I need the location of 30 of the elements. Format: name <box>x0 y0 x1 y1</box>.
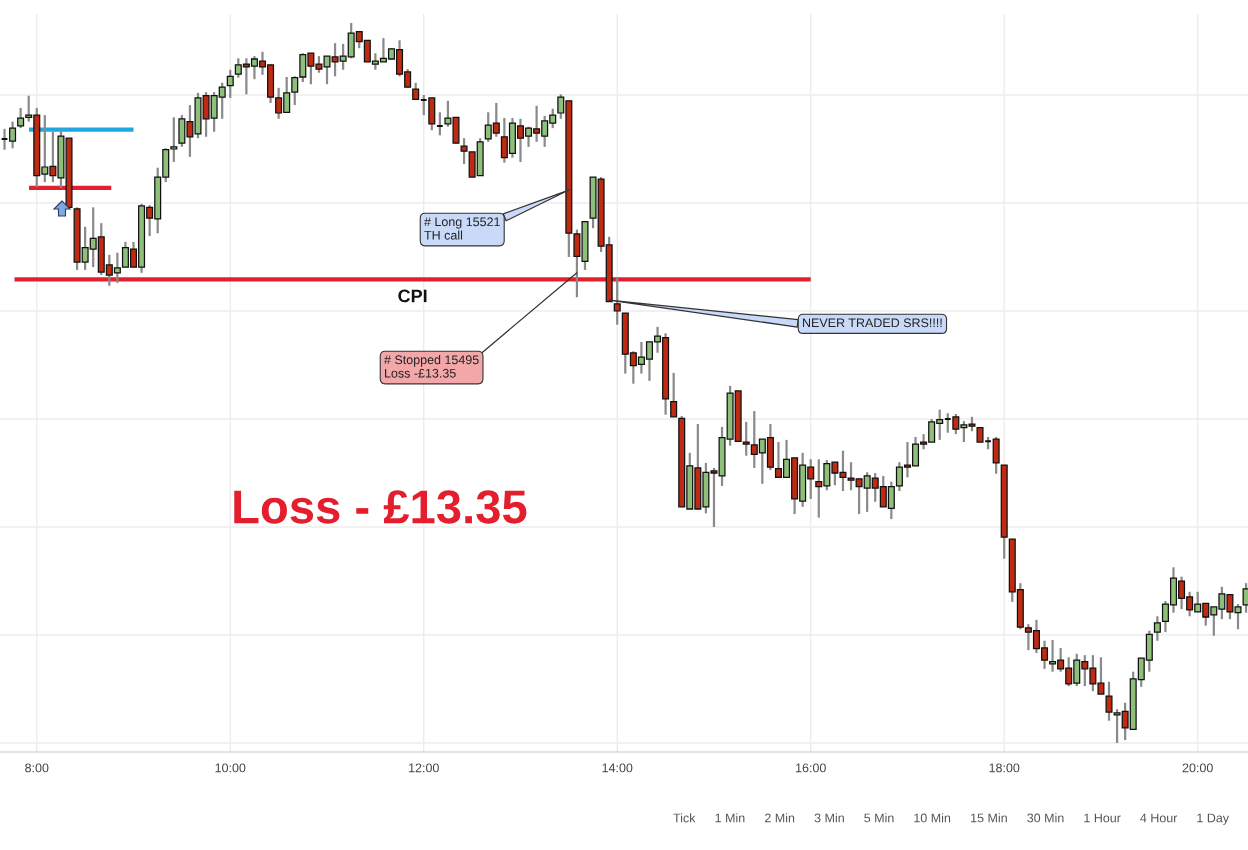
annotation: NEVER TRADED SRS!!!! <box>803 318 942 328</box>
text: 30 Min <box>1027 813 1064 823</box>
text: Tick <box>673 813 696 823</box>
x-tick-label: 10:00 <box>215 763 246 773</box>
x-tick-label: 18:00 <box>989 763 1020 773</box>
candlestick <box>226 68 234 99</box>
annotation: Loss - £13.35 <box>234 490 527 524</box>
text: 3 Min <box>814 813 844 823</box>
text: 1 Day <box>1197 813 1230 825</box>
text: 10 Min <box>914 813 951 823</box>
text: 15 Min <box>971 813 1007 823</box>
candlestick <box>1242 582 1248 614</box>
annotation: # Long 15521 TH call <box>424 217 500 240</box>
text: 5 Min <box>864 813 894 823</box>
x-tick-label: 12:00 <box>409 763 439 773</box>
candlestick <box>613 276 621 326</box>
candlestick <box>9 120 17 150</box>
x-tick-label: 20:00 <box>1182 763 1213 773</box>
candlestick <box>670 371 678 418</box>
x-tick-label: 16:00 <box>796 763 826 773</box>
series-label: CPI <box>398 289 427 303</box>
text: 4 Hour <box>1140 813 1178 823</box>
text: 2 Min <box>765 813 795 823</box>
x-tick-label: 14:00 <box>602 763 633 773</box>
text: 1 Hour <box>1084 813 1121 823</box>
candlestick <box>1153 615 1161 642</box>
candlestick <box>992 435 1000 475</box>
x-tick-label: 8:00 <box>25 763 49 773</box>
annotation: # Stopped 15495 Loss -£13.35 <box>384 355 479 378</box>
text: 1 Min <box>715 813 745 823</box>
